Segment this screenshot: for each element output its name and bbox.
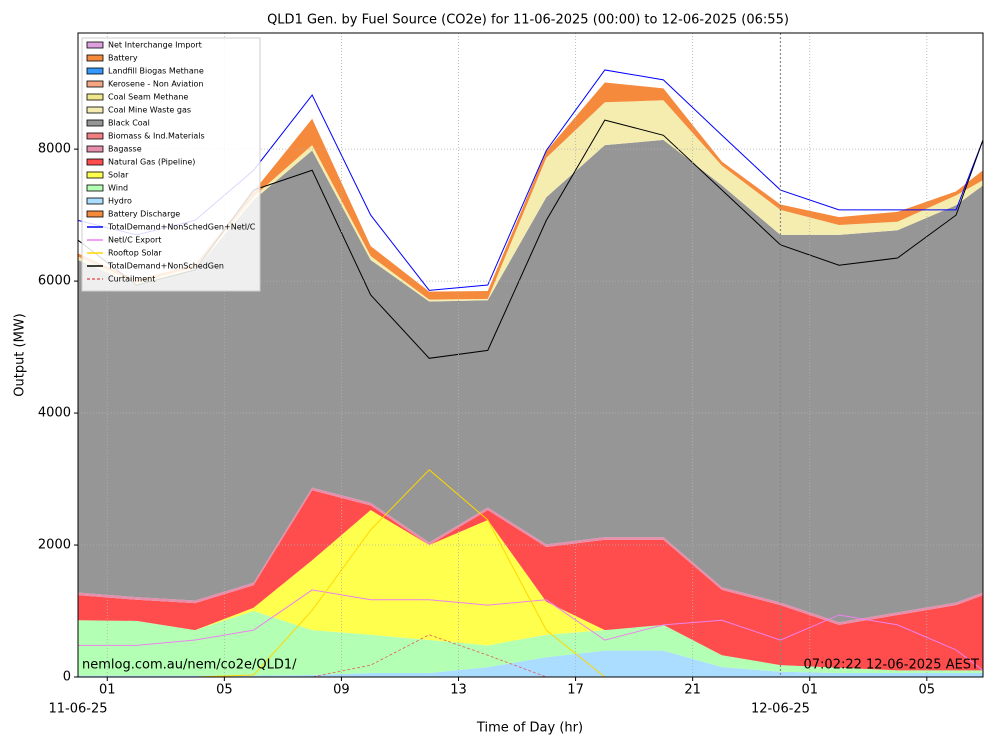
legend-label: Wind xyxy=(108,184,128,193)
x-tick-label: 13 xyxy=(450,683,467,698)
area xyxy=(78,139,983,623)
x-tick-label: 01 xyxy=(99,683,116,698)
y-tick-label: 8000 xyxy=(38,142,71,157)
legend-label: Kerosene - Non Aviation xyxy=(108,80,204,89)
x-tick-label: 17 xyxy=(567,683,584,698)
area xyxy=(78,611,983,676)
x-tick-label: 09 xyxy=(333,683,350,698)
legend-swatch xyxy=(86,171,104,179)
legend-label: Rooftop Solar xyxy=(108,249,162,258)
legend-swatch xyxy=(86,93,104,101)
legend-label: TotalDemand+NonSchedGen+NetI/C xyxy=(107,223,256,232)
legend-label: Coal Mine Waste gas xyxy=(108,106,191,115)
legend-label: Coal Seam Methane xyxy=(108,93,188,102)
legend-label: Battery Discharge xyxy=(108,210,180,219)
y-tick-label: 4000 xyxy=(38,406,71,421)
area xyxy=(78,82,983,300)
legend-swatch xyxy=(86,145,104,153)
legend-swatch xyxy=(86,158,104,166)
legend-label: Hydro xyxy=(108,197,132,206)
legend-label: Biomass & Ind.Materials xyxy=(108,132,205,141)
y-tick-label: 6000 xyxy=(38,274,71,289)
legend-label: Solar xyxy=(108,171,129,180)
x-date-label: 12-06-25 xyxy=(751,702,810,717)
legend-swatch xyxy=(86,210,104,218)
legend-label: NetI/C Export xyxy=(108,236,161,245)
x-tick-label: 01 xyxy=(801,683,818,698)
chart-title: QLD1 Gen. by Fuel Source (CO2e) for 11-0… xyxy=(267,13,789,28)
x-tick-label: 21 xyxy=(684,683,701,698)
legend-label: Curtailment xyxy=(108,275,155,284)
x-tick-label: 05 xyxy=(216,683,233,698)
x-date-label: 11-06-25 xyxy=(48,702,107,717)
x-tick-label: 05 xyxy=(919,683,936,698)
area xyxy=(78,100,983,302)
annotation: nemlog.com.au/nem/co2e/QLD1/ xyxy=(82,658,297,673)
y-axis-label: Output (MW) xyxy=(13,313,28,397)
legend-swatch xyxy=(86,41,104,49)
legend-label: Natural Gas (Pipeline) xyxy=(108,158,195,167)
annotation: 07:02:22 12-06-2025 AEST xyxy=(804,658,980,673)
legend-label: Black Coal xyxy=(108,119,150,128)
legend-swatch xyxy=(86,184,104,192)
legend-swatch xyxy=(86,197,104,205)
legend-swatch xyxy=(86,119,104,127)
legend-swatch xyxy=(86,67,104,75)
line xyxy=(78,589,984,671)
legend-label: Landfill Biogas Methane xyxy=(108,67,204,76)
x-axis-label: Time of Day (hr) xyxy=(476,721,583,736)
legend-label: TotalDemand+NonSchedGen xyxy=(107,262,224,271)
area xyxy=(78,490,983,671)
legend-label: Bagasse xyxy=(108,145,142,154)
legend-label: Net Interchange Import xyxy=(108,41,202,50)
area xyxy=(78,510,983,671)
legend-swatch xyxy=(86,54,104,62)
y-tick-label: 0 xyxy=(63,670,71,685)
y-tick-label: 2000 xyxy=(38,538,71,553)
area xyxy=(78,650,983,677)
legend-label: Battery xyxy=(108,54,138,63)
plot-frame xyxy=(77,32,984,678)
legend-swatch xyxy=(86,106,104,114)
legend-swatch xyxy=(86,80,104,88)
legend-swatch xyxy=(86,132,104,140)
legend-box xyxy=(81,37,261,292)
